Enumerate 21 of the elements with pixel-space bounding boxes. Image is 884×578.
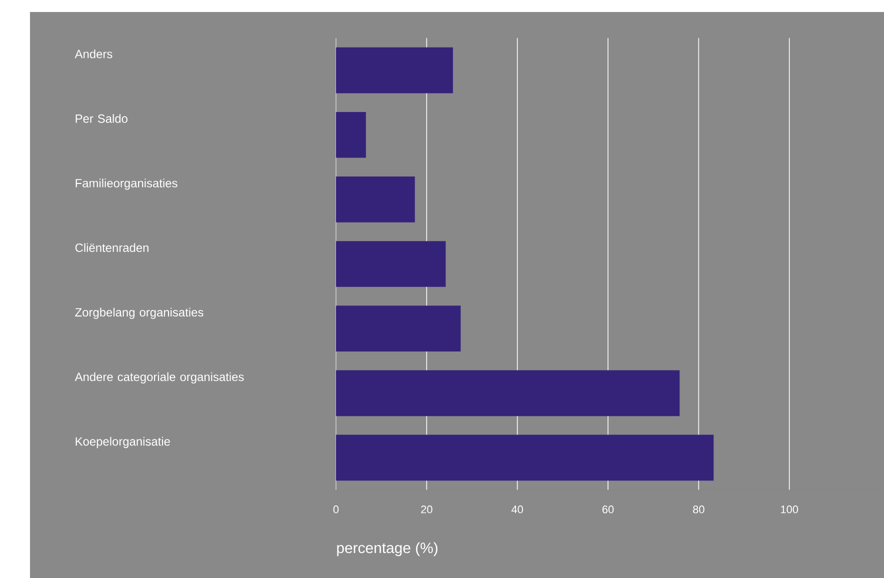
y-tick-label: Koepelorganisatie xyxy=(76,436,170,448)
bar xyxy=(336,306,461,352)
y-tick-label: Anders xyxy=(74,49,112,58)
y-tick-label: Per Saldo xyxy=(76,114,128,123)
x-tick-label: 80 xyxy=(693,506,704,514)
x-axis-title: percentage (%) xyxy=(337,542,438,556)
x-tick-label: 0 xyxy=(333,506,339,514)
bar xyxy=(336,370,680,416)
bar xyxy=(336,47,453,94)
y-tick-label: Andere categoriale organisaties xyxy=(74,372,244,384)
y-tick-label: Cliëntenraden xyxy=(75,243,148,252)
x-tick-label: 60 xyxy=(602,506,614,514)
x-tick-label: 20 xyxy=(421,506,432,514)
x-tick-label: 100 xyxy=(781,506,798,514)
bar xyxy=(336,434,714,481)
y-tick-label: Familieorganisaties xyxy=(76,178,178,190)
bar xyxy=(336,112,366,158)
x-tick-label: 40 xyxy=(511,506,523,514)
y-tick-label: Zorgbelang organisaties xyxy=(75,308,204,319)
bar xyxy=(336,176,415,222)
bar xyxy=(336,241,446,287)
